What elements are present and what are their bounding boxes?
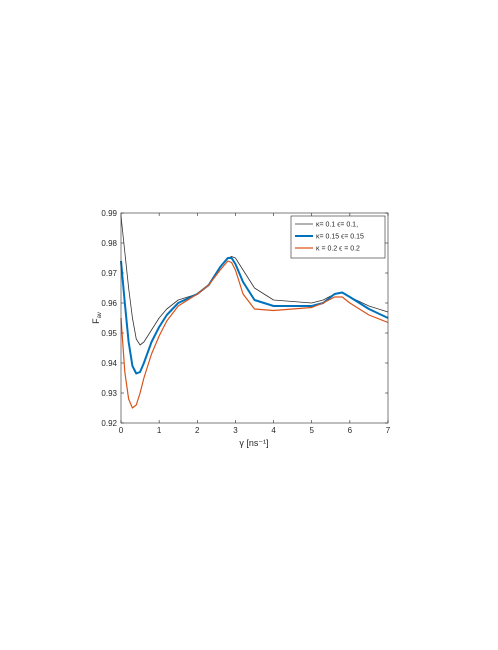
y-tick-label: 0.93 bbox=[101, 389, 117, 398]
legend-label: κ = 0.2 ϵ = 0.2 bbox=[316, 246, 360, 253]
y-tick-label: 0.92 bbox=[101, 419, 117, 428]
legend-label: κ= 0.1 ϵ= 0.1, bbox=[316, 222, 358, 229]
y-tick-label: 0.99 bbox=[101, 209, 117, 218]
y-tick-label: 0.96 bbox=[101, 299, 117, 308]
y-tick-label: 0.98 bbox=[101, 239, 117, 248]
x-tick-label: 0 bbox=[119, 426, 124, 435]
y-tick-label: 0.95 bbox=[101, 329, 117, 338]
axes-box bbox=[120, 212, 389, 424]
x-tick-label: 7 bbox=[386, 426, 391, 435]
y-tick-label: 0.97 bbox=[101, 269, 117, 278]
series-line bbox=[120, 260, 389, 409]
x-tick-label: 4 bbox=[271, 426, 276, 435]
y-axis-label: Fav bbox=[91, 312, 103, 324]
y-axis-label-main: F bbox=[91, 318, 101, 324]
x-tick-label: 6 bbox=[348, 426, 353, 435]
series-line bbox=[120, 257, 389, 375]
legend: κ= 0.1 ϵ= 0.1, κ= 0.15 ϵ= 0.15 κ = 0.2 ϵ =… bbox=[290, 215, 386, 259]
x-axis-label: γ [ns⁻¹] bbox=[239, 438, 268, 448]
x-tick-label: 1 bbox=[157, 426, 162, 435]
x-tick-label: 3 bbox=[233, 426, 238, 435]
x-tick-label: 5 bbox=[309, 426, 314, 435]
y-tick-label: 0.94 bbox=[101, 359, 117, 368]
y-axis-label-sub: av bbox=[97, 312, 103, 318]
x-tick-label: 2 bbox=[195, 426, 200, 435]
legend-label: κ= 0.15 ϵ= 0.15 bbox=[316, 234, 364, 241]
